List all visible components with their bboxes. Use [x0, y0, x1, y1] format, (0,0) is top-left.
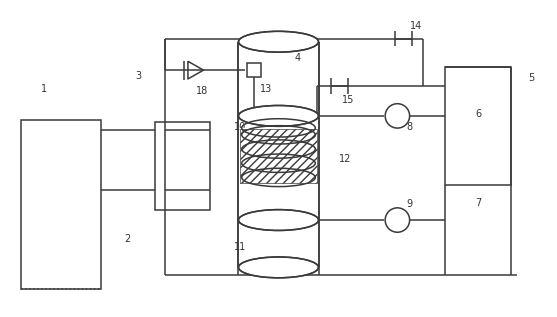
Ellipse shape — [238, 210, 319, 230]
Text: 8: 8 — [407, 122, 413, 132]
Text: 5: 5 — [528, 73, 534, 83]
Text: 18: 18 — [196, 86, 208, 96]
Bar — [445, 67, 511, 185]
Text: 12: 12 — [339, 153, 351, 164]
Text: 15: 15 — [343, 95, 355, 105]
Ellipse shape — [238, 31, 319, 52]
Text: 10: 10 — [233, 122, 246, 132]
Text: 11: 11 — [233, 242, 246, 252]
Bar — [240, 129, 317, 183]
Ellipse shape — [238, 257, 319, 278]
Text: 13: 13 — [260, 84, 272, 94]
Text: 2: 2 — [124, 234, 130, 244]
Text: 1: 1 — [41, 84, 47, 94]
Bar — [240, 128, 317, 184]
Bar — [247, 63, 261, 77]
Ellipse shape — [238, 106, 319, 126]
Bar — [155, 122, 210, 210]
Text: 14: 14 — [410, 21, 422, 31]
Bar — [21, 120, 101, 289]
Text: 7: 7 — [475, 198, 482, 208]
Text: 3: 3 — [135, 71, 141, 81]
Text: 9: 9 — [407, 199, 413, 209]
Text: 6: 6 — [476, 109, 482, 119]
Text: 4: 4 — [295, 53, 301, 62]
